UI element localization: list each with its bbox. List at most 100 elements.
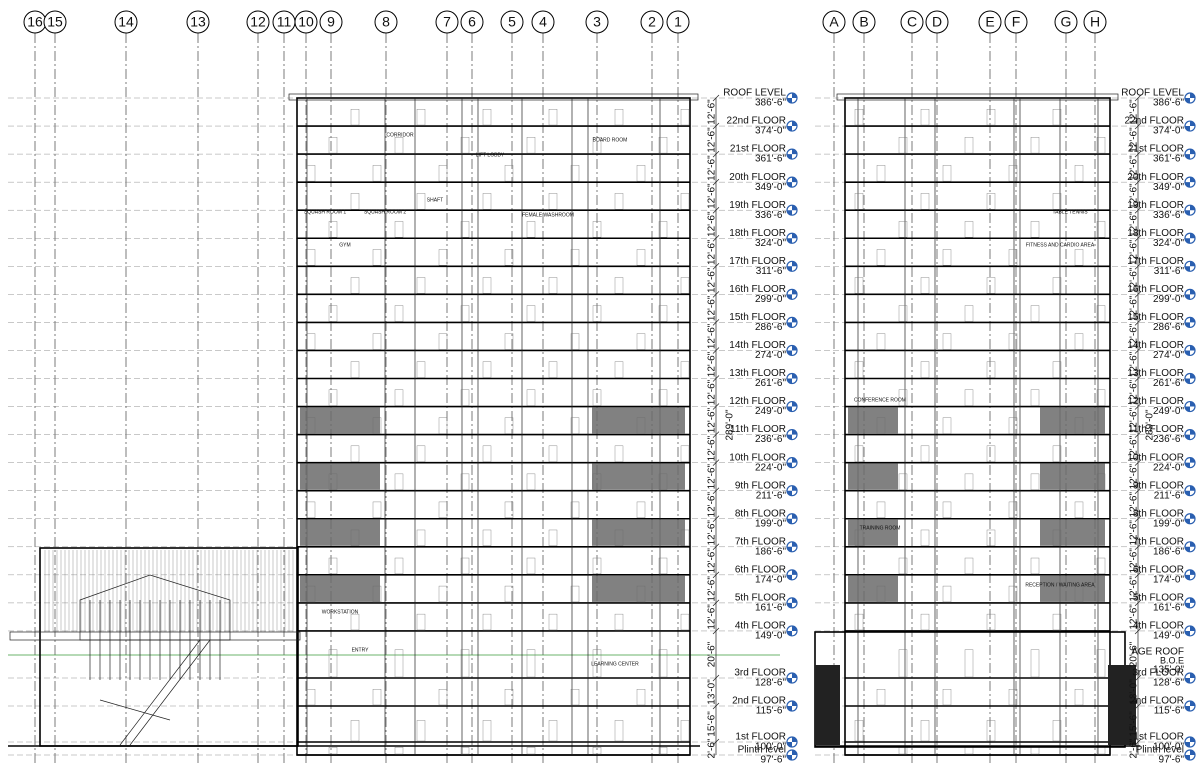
level-name: 5th FLOOR: [735, 593, 786, 604]
grid-label: 12: [250, 14, 266, 30]
door: [964, 137, 974, 154]
room-label: FITNESS AND CARDIO AREA: [1026, 242, 1095, 248]
level-target-fill: [1185, 673, 1195, 683]
dimension: 12'-6": [707, 463, 718, 489]
level-target-fill: [787, 177, 797, 188]
door: [964, 221, 974, 238]
grid-bubble: [319, 10, 343, 34]
grid-bubble: [43, 10, 67, 34]
level-marker: [786, 120, 798, 132]
level-target-fill: [787, 429, 797, 440]
dimension: 12'-6": [1129, 239, 1140, 265]
dim-tick: [1134, 122, 1142, 130]
shaded-zone: [1040, 575, 1105, 602]
door: [1052, 613, 1062, 631]
level-target-fill: [787, 149, 797, 160]
door: [614, 109, 624, 126]
door: [1096, 305, 1106, 322]
door: [548, 445, 558, 462]
level-elevation: 186'-6": [1153, 546, 1184, 557]
level-target-fill: [1185, 177, 1195, 188]
door: [460, 137, 470, 154]
door: [942, 333, 952, 350]
dim-tick: [1134, 150, 1142, 158]
level-name: 12th FLOOR: [1127, 396, 1184, 407]
level-target-fill: [787, 317, 797, 328]
level-name: 22nd FLOOR: [727, 116, 786, 127]
door: [898, 305, 908, 322]
level-elevation: 311'-6": [1154, 266, 1185, 277]
door: [416, 445, 426, 462]
level-elevation: 361'-6": [755, 154, 786, 165]
grid-label: B: [859, 14, 868, 30]
level-marker: [1184, 513, 1196, 525]
door: [1030, 473, 1040, 490]
dimension: 20'-6": [707, 641, 718, 667]
level-target-fill: [787, 261, 797, 272]
level-name: 14th FLOOR: [729, 340, 786, 351]
door: [592, 221, 602, 238]
dim-tick: [712, 122, 720, 130]
dim-tick: [1134, 94, 1142, 102]
dim-tick: [1134, 674, 1142, 682]
level-elevation: 249'-0": [755, 406, 786, 417]
grid-label: 2: [648, 14, 656, 30]
level-marker: [1184, 541, 1196, 553]
door: [964, 747, 974, 755]
door: [898, 221, 908, 238]
level-elevation: 174'-0": [1153, 574, 1184, 585]
dimension: 12'-6": [1129, 295, 1140, 321]
dim-tick: [712, 291, 720, 298]
dim-tick: [712, 94, 720, 102]
door: [680, 277, 690, 294]
door: [614, 277, 624, 294]
level-marker: [786, 597, 798, 609]
overall-dimension: 289'-0": [1145, 409, 1156, 440]
door: [1052, 361, 1062, 378]
level-elevation: 361'-6": [1153, 154, 1184, 165]
door: [394, 389, 404, 406]
dimension: 12'-6": [707, 576, 718, 602]
dimension: 2'-6": [707, 738, 718, 758]
door: [964, 389, 974, 406]
level-elevation: 286'-6": [1153, 322, 1184, 333]
door: [394, 305, 404, 322]
door: [986, 193, 996, 210]
grid-bubble: [1004, 10, 1028, 34]
door: [416, 277, 426, 294]
door: [854, 277, 864, 294]
level-name: 19th FLOOR: [729, 200, 786, 211]
dimension: 12'-6": [1129, 211, 1140, 237]
room-label: TABLE TENNIS: [1052, 209, 1088, 215]
grid-label: H: [1090, 14, 1100, 30]
door: [1030, 747, 1040, 755]
dimension: 12'-6": [707, 548, 718, 574]
level-name: 9th FLOOR: [1133, 480, 1184, 491]
door: [482, 529, 492, 546]
dim-tick: [712, 150, 720, 158]
level-marker: [1184, 700, 1196, 712]
door: [350, 361, 360, 378]
door: [350, 720, 360, 742]
door: [592, 137, 602, 154]
dimension: 12'-6": [1129, 127, 1140, 153]
door: [614, 445, 624, 462]
level-elevation: 374'-0": [755, 126, 786, 137]
door: [372, 249, 382, 266]
level-target-fill: [787, 457, 797, 468]
level-name: 1st FLOOR: [1133, 732, 1184, 743]
level-marker: [1184, 372, 1196, 385]
level-target-fill: [787, 233, 797, 244]
level-elevation: 324'-0": [1153, 238, 1184, 249]
shaded-zone: [300, 575, 380, 602]
level-elevation: 199'-0": [755, 518, 786, 529]
level-name: 16th FLOOR: [729, 284, 786, 295]
door: [306, 333, 316, 350]
dimension: 12'-6": [707, 323, 718, 349]
level-elevation: 97'-6": [761, 755, 787, 766]
door: [1074, 501, 1084, 518]
door: [1030, 137, 1040, 154]
door: [964, 557, 974, 575]
door: [350, 109, 360, 126]
level-name: 3rd FLOOR: [734, 668, 786, 679]
